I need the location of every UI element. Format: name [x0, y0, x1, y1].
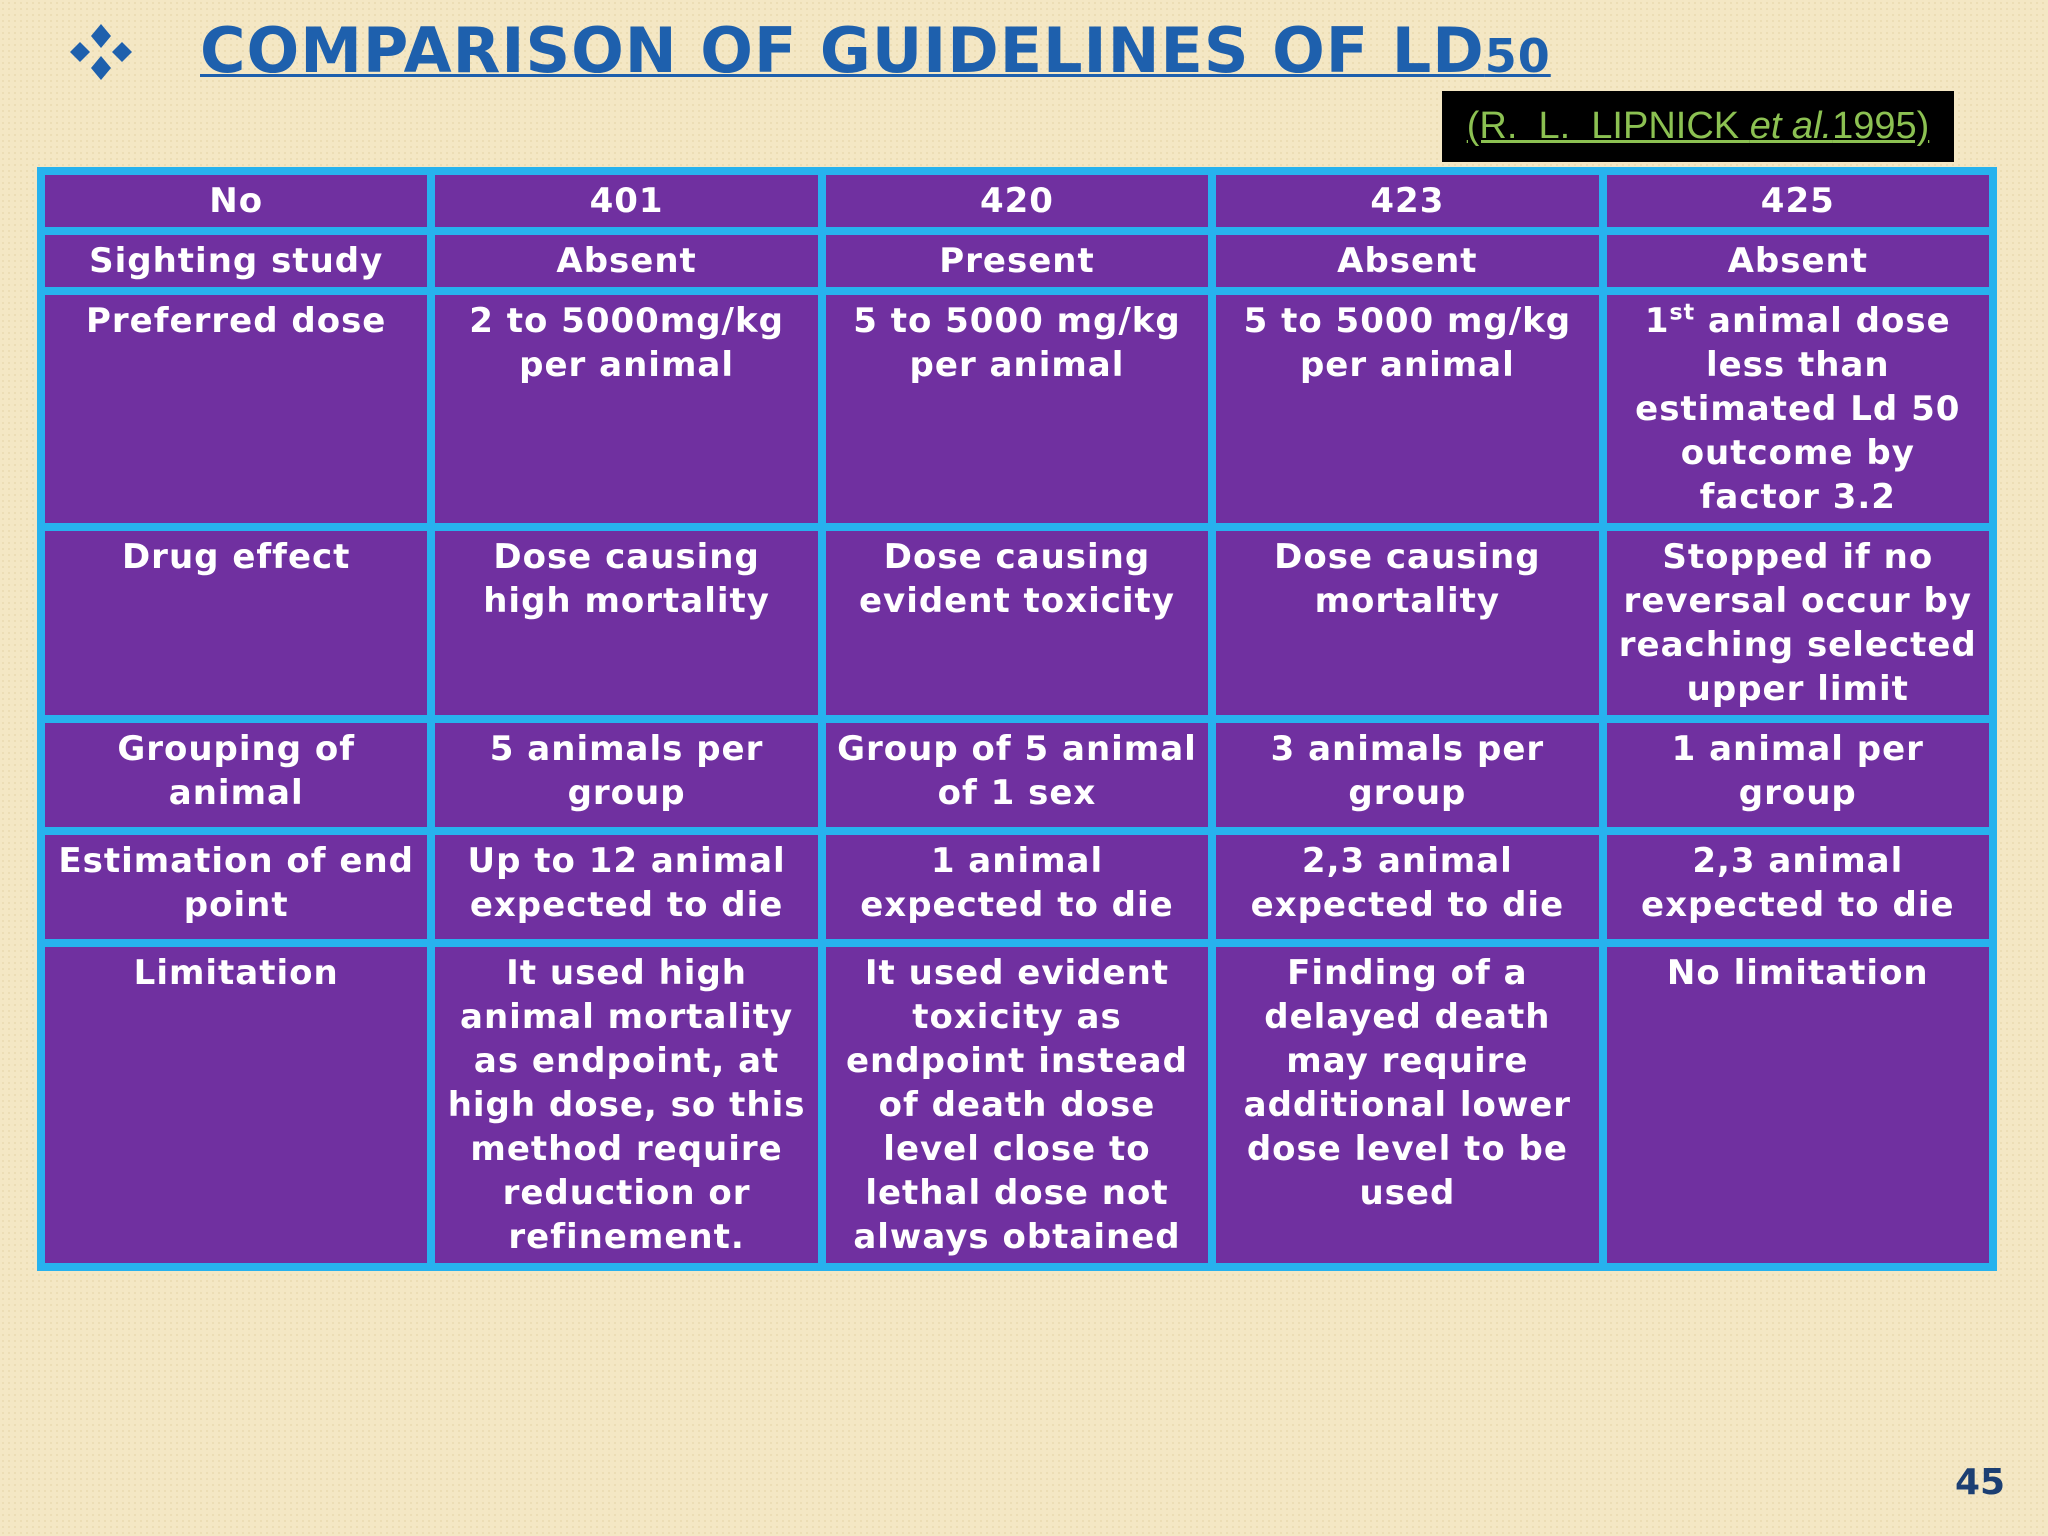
- cell-text: animal dose less than estimated Ld 50 ou…: [1635, 301, 1961, 517]
- cell: Absent: [435, 235, 818, 287]
- column-header: No: [45, 175, 428, 227]
- citation-year: 1995): [1832, 105, 1930, 147]
- cell: 2,3 animal expected to die: [1606, 835, 1989, 939]
- citation: (R. L. LIPNICK et al.1995): [1442, 91, 1954, 162]
- table-row: Estimation of end point Up to 12 animal e…: [45, 835, 1989, 939]
- row-header: Sighting study: [45, 235, 428, 287]
- row-header: Estimation of end point: [45, 835, 428, 939]
- header-row: No 401 420 423 425: [45, 175, 1989, 227]
- cell: Group of 5 animal of 1 sex: [825, 723, 1209, 827]
- title-main: COMPARISON OF GUIDELINES OF LD: [200, 14, 1485, 87]
- row-header: Preferred dose: [45, 295, 428, 523]
- cell: 2,3 animal expected to die: [1216, 835, 1599, 939]
- cell: It used high animal mortality as endpoin…: [435, 947, 818, 1263]
- cell-superscript: st: [1669, 300, 1696, 326]
- row-header: Grouping of animal: [45, 723, 428, 827]
- cell: Finding of a delayed death may require a…: [1216, 947, 1599, 1263]
- cell: 5 to 5000 mg/kg per animal: [1216, 295, 1599, 523]
- table-row: Preferred dose 2 to 5000mg/kg per animal 5…: [45, 295, 1989, 523]
- row-header: Limitation: [45, 947, 428, 1263]
- cell: 2 to 5000mg/kg per animal: [435, 295, 818, 523]
- row-header: Drug effect: [45, 531, 428, 715]
- table-row: Grouping of animal 5 animals per group Gro…: [45, 723, 1989, 827]
- table-row: Drug effect Dose causing high mortality Do…: [45, 531, 1989, 715]
- cell: It used evident toxicity as endpoint ins…: [825, 947, 1209, 1263]
- cell: 5 to 5000 mg/kg per animal: [825, 295, 1209, 523]
- column-header: 420: [825, 175, 1209, 227]
- column-header: 401: [435, 175, 818, 227]
- comparison-table: No 401 420 423 425 Sighting study Absent Presen…: [37, 167, 1997, 1271]
- column-header: 425: [1606, 175, 1989, 227]
- cell: 5 animals per group: [435, 723, 818, 827]
- cell: Absent: [1606, 235, 1989, 287]
- table-row: Limitation It used high animal mortality …: [45, 947, 1989, 1263]
- title-subscript: 50: [1484, 29, 1551, 83]
- cell: Dose causing high mortality: [435, 531, 818, 715]
- citation-etal: et al.: [1749, 105, 1833, 147]
- cell: 3 animals per group: [1216, 723, 1599, 827]
- cell: Dose causing evident toxicity: [825, 531, 1209, 715]
- cell: Stopped if no reversal occur by reaching…: [1606, 531, 1989, 715]
- cell: 1st animal dose less than estimated Ld 5…: [1606, 295, 1989, 523]
- citation-authors: (R. L. LIPNICK: [1466, 105, 1750, 147]
- cell: Absent: [1216, 235, 1599, 287]
- table-row: Sighting study Absent Present Absent Absent: [45, 235, 1989, 287]
- title: COMPARISON OF GUIDELINES OF LD50: [200, 14, 1551, 87]
- column-header: 423: [1216, 175, 1599, 227]
- cell: Dose causing mortality: [1216, 531, 1599, 715]
- bullet-icon: [70, 24, 132, 80]
- cell: Up to 12 animal expected to die: [435, 835, 818, 939]
- cell: Present: [825, 235, 1209, 287]
- cell: 1 animal expected to die: [825, 835, 1209, 939]
- cell: 1 animal per group: [1606, 723, 1989, 827]
- cell: No limitation: [1606, 947, 1989, 1263]
- cell-text: 1: [1644, 301, 1670, 341]
- page-number: 45: [1955, 1462, 2006, 1503]
